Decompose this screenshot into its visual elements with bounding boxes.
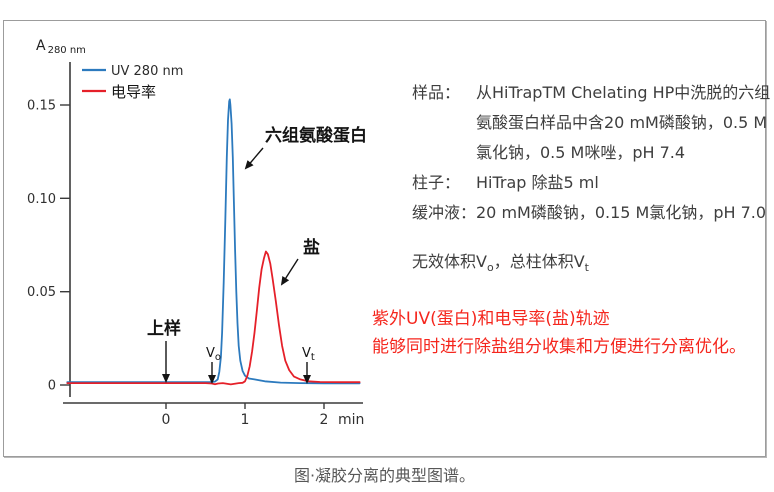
- y-tick-label: 0.15: [27, 99, 56, 114]
- info-value-line: 氯化钠，0.5 M咪唑，pH 7.4: [476, 143, 686, 162]
- info-value-column: HiTrap 除盐5 ml: [476, 168, 764, 198]
- y-tick-label: 0: [48, 379, 56, 394]
- info-row-column: 柱子： HiTrap 除盐5 ml: [412, 168, 764, 198]
- sample-info-panel: 样品： 从HiTrapTM Chelating HP中洗脱的六组 氨酸蛋白样品中…: [412, 78, 770, 283]
- axis-tick-labels: 0 0.05 0.10 0.15 0 1 2 min: [27, 99, 364, 429]
- info-value-line: 20 mM磷酸钠，0.15 M氯化钠，pH 7.0: [476, 203, 767, 222]
- info-value-line: HiTrap 除盐5 ml: [476, 173, 599, 192]
- highlight-note-line: 紫外UV(蛋白)和电导率(盐)轨迹: [372, 309, 610, 329]
- legend-label-uv: UV 280 nm: [111, 64, 183, 79]
- curve-conductivity: [66, 250, 361, 386]
- protein-peak-arrow: [244, 147, 264, 170]
- figure-frame: 0 0.05 0.10 0.15 0 1 2 min A 280 nm UV 28…: [3, 20, 770, 457]
- volumes-note-text: 无效体积V: [412, 252, 487, 271]
- x-axis-unit: min: [338, 412, 364, 428]
- total-volume-label: Vt: [302, 346, 315, 363]
- volumes-note: 无效体积Vo，总柱体积Vt: [412, 247, 764, 283]
- legend: UV 280 nm 电导率: [82, 64, 183, 101]
- info-label-buffer: 缓冲液：: [412, 203, 477, 222]
- axes: [60, 62, 363, 409]
- volumes-note-sub-t: t: [584, 261, 589, 275]
- info-value-buffer: 20 mM磷酸钠，0.15 M氯化钠，pH 7.0: [476, 198, 766, 228]
- info-label-column: 柱子：: [412, 173, 461, 192]
- salt-peak-label: 盐: [303, 237, 320, 258]
- figure-caption: 图·凝胶分离的典型图谱。: [293, 466, 476, 485]
- x-tick-label: 2: [320, 412, 329, 428]
- info-row-buffer: 缓冲液： 20 mM磷酸钠，0.15 M氯化钠，pH 7.0: [412, 198, 766, 228]
- protein-peak-label: 六组氨酸蛋白: [265, 125, 367, 146]
- volumes-note-text: ，总柱体积V: [493, 252, 585, 271]
- info-value-line: 氨酸蛋白样品中含20 mM磷酸钠，0.5 M: [476, 113, 768, 132]
- volumes-note-sub-o: o: [486, 261, 494, 275]
- chromatogram-chart: 0 0.05 0.10 0.15 0 1 2 min A 280 nm UV 28…: [27, 38, 367, 429]
- series-curves: [66, 98, 361, 386]
- x-tick-label: 0: [162, 412, 171, 428]
- info-value-sample: 从HiTrapTM Chelating HP中洗脱的六组 氨酸蛋白样品中含20 …: [476, 78, 770, 168]
- salt-peak-arrow: [280, 258, 299, 286]
- void-volume-label: Vo: [206, 346, 221, 363]
- info-value-line: 从HiTrapTM Chelating HP中洗脱的六组: [476, 83, 771, 102]
- y-tick-label: 0.05: [27, 285, 56, 300]
- legend-label-conductivity: 电导率: [111, 83, 156, 101]
- y-tick-label: 0.10: [27, 192, 56, 207]
- highlight-note: 紫外UV(蛋白)和电导率(盐)轨迹 能够同时进行除盐组分收集和方便进行分离优化。: [372, 305, 746, 361]
- curve-uv: [66, 98, 361, 385]
- info-row-sample: 样品： 从HiTrapTM Chelating HP中洗脱的六组 氨酸蛋白样品中…: [412, 78, 770, 168]
- x-tick-label: 1: [241, 412, 250, 428]
- highlight-note-line: 能够同时进行除盐组分收集和方便进行分离优化。: [372, 337, 746, 357]
- y-axis-label: A 280 nm: [36, 38, 86, 56]
- sample-load-label: 上样: [147, 318, 181, 339]
- info-label-sample: 样品：: [412, 83, 461, 102]
